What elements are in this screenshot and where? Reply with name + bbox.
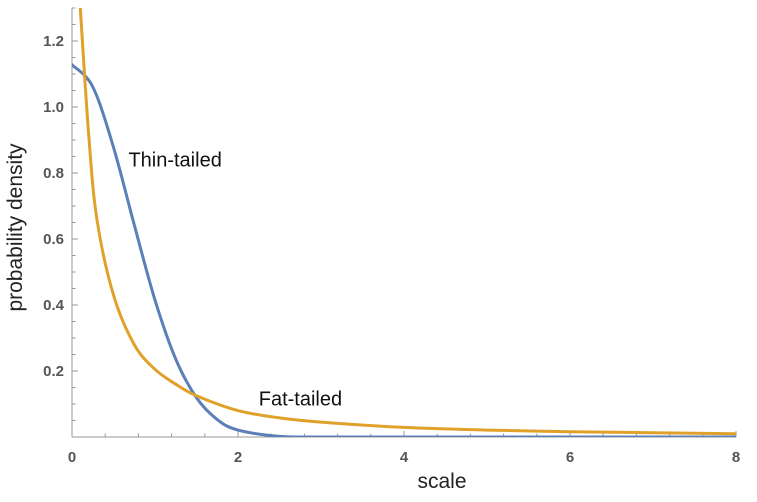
series-line-fat-tailed xyxy=(78,8,736,436)
x-axis-label: scale xyxy=(417,470,466,493)
annotations: Thin-tailed Fat-tailed xyxy=(128,149,342,410)
y-tick-label: 1.2 xyxy=(43,33,64,50)
x-tick-label: 0 xyxy=(68,449,76,466)
y-tick-label: 0.6 xyxy=(43,231,64,248)
series-annotation: Fat-tailed xyxy=(259,389,342,411)
series-layer xyxy=(72,8,736,437)
y-tick-label: 0.2 xyxy=(43,363,64,380)
x-tick-label: 6 xyxy=(566,449,574,466)
x-tick-label: 2 xyxy=(234,449,242,466)
x-tick-label: 8 xyxy=(732,449,740,466)
y-tick-label: 0.4 xyxy=(43,297,65,314)
axes: 0 2 4 6 8 0.2 0.4 0.6 0.8 1.0 1.2 xyxy=(43,7,740,466)
y-tick-label: 0.8 xyxy=(43,165,64,182)
y-axis-label: probability density xyxy=(4,143,27,312)
x-tick-label: 4 xyxy=(400,449,409,466)
series-line-thin-tailed xyxy=(72,63,736,437)
series-annotation: Thin-tailed xyxy=(128,149,221,171)
y-tick-label: 1.0 xyxy=(43,99,64,116)
